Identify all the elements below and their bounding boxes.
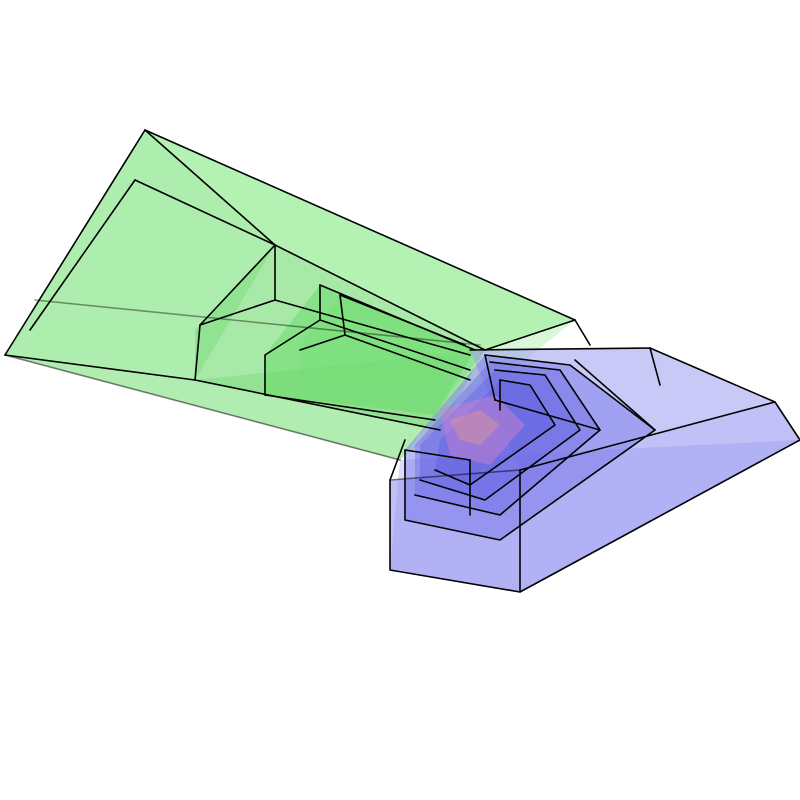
edge xyxy=(4,129,146,356)
edge xyxy=(29,179,136,331)
edge xyxy=(574,359,656,431)
edge xyxy=(4,354,196,381)
edge xyxy=(264,284,321,396)
edge xyxy=(274,299,471,356)
edge xyxy=(404,354,656,541)
edge xyxy=(144,129,276,246)
edge xyxy=(484,354,496,401)
green-outer-top-face xyxy=(145,130,575,350)
edge xyxy=(434,379,556,486)
edge xyxy=(144,129,576,321)
edge xyxy=(494,399,601,431)
blue-layer-1 xyxy=(405,355,655,540)
blue-outer-right-face xyxy=(520,402,800,592)
edge xyxy=(484,319,576,351)
edge xyxy=(339,294,466,346)
blue-layer-2 xyxy=(415,362,600,515)
edge xyxy=(4,354,401,461)
edge xyxy=(319,319,471,371)
overlap-highlight xyxy=(450,410,500,445)
overlap-region xyxy=(440,395,525,465)
edge xyxy=(574,319,591,346)
edge xyxy=(344,334,471,381)
edge xyxy=(389,469,521,481)
edge xyxy=(404,449,471,461)
edge xyxy=(194,379,441,431)
edge xyxy=(389,347,800,593)
green-core-box xyxy=(300,295,465,400)
edge xyxy=(649,347,661,386)
edge xyxy=(274,244,486,351)
edge xyxy=(134,179,276,246)
blue-edges xyxy=(389,347,800,593)
edge xyxy=(419,369,581,501)
edge xyxy=(264,394,436,421)
green-edges xyxy=(4,129,591,461)
